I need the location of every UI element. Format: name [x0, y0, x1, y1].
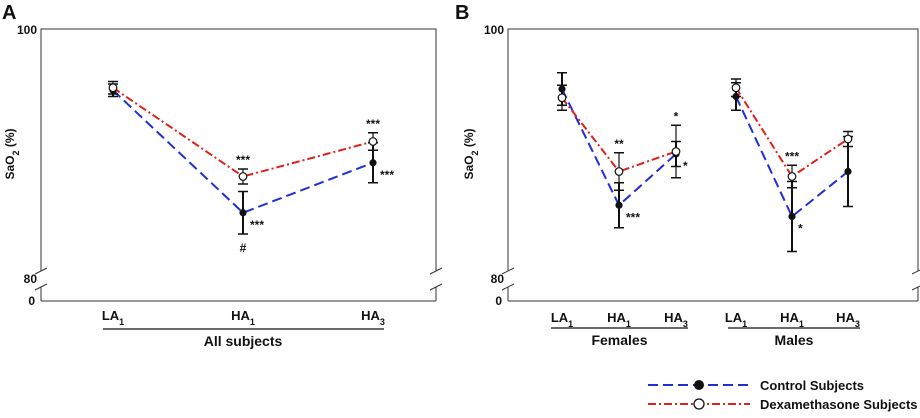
- y-axis-label-sub: 2: [11, 150, 21, 155]
- y-axis-label-tail: (%): [462, 128, 476, 150]
- x-tick-label: HA1: [231, 308, 255, 327]
- legend-dexamethasone-marker: [693, 398, 705, 410]
- x-tick-label-sub: 3: [380, 317, 385, 327]
- x-tick-label-base: HA: [607, 310, 626, 325]
- y-tick-label: 100: [17, 23, 37, 37]
- legend-control-marker: [694, 380, 704, 390]
- x-tick-label-base: HA: [231, 308, 250, 323]
- x-tick-label: HA3: [836, 310, 860, 329]
- significance-annotation: *: [674, 109, 679, 123]
- dexamethasone-series-line: [735, 87, 849, 178]
- x-tick-label: HA3: [361, 308, 385, 327]
- y-axis-label-base: SaO: [462, 156, 476, 180]
- y-tick-label: 0: [28, 294, 35, 308]
- control-series-line: [735, 96, 849, 219]
- group-label: Females: [591, 332, 647, 348]
- x-tick-label-sub: 1: [568, 319, 573, 329]
- axis-break-mark: [429, 267, 443, 275]
- significance-annotation: ***: [250, 218, 264, 232]
- dexamethasone-point: [368, 137, 378, 146]
- significance-annotation: ***: [785, 149, 799, 163]
- dexamethasone-point: [614, 167, 624, 176]
- x-tick-label: HA3: [664, 310, 688, 329]
- y-axis-label-group: SaO2 (%): [3, 128, 21, 179]
- significance-annotation: *: [798, 222, 803, 236]
- x-tick-label-base: LA: [551, 310, 569, 325]
- dexamethasone-point: [671, 147, 681, 156]
- group-label: Males: [775, 332, 814, 348]
- dexamethasone-series-line: [112, 86, 374, 178]
- axis-break-mark: [34, 283, 48, 291]
- x-tick-label: LA1: [102, 308, 124, 327]
- control-series-line: [112, 89, 374, 214]
- x-tick-label: LA1: [551, 310, 573, 329]
- y-axis-label-base: SaO: [3, 156, 17, 180]
- y-axis-label-tail: (%): [3, 128, 17, 150]
- y-tick-label: 80: [24, 272, 38, 286]
- x-tick-label-base: LA: [102, 308, 120, 323]
- y-tick-label: 80: [491, 272, 505, 286]
- axis-break-mark: [911, 269, 920, 275]
- dexamethasone-point: [843, 134, 853, 144]
- significance-annotation: ***: [380, 168, 394, 182]
- y-axis-label-group: SaO2 (%): [462, 128, 480, 179]
- significance-annotation: ***: [236, 153, 250, 167]
- axis-break-mark: [501, 283, 515, 291]
- control-point: [788, 212, 796, 221]
- x-tick-label-sub: 3: [683, 319, 688, 329]
- plot-frame: [507, 28, 919, 271]
- axis-break-mark: [34, 267, 48, 275]
- x-tick-label: HA1: [780, 310, 804, 329]
- legend: Control Subjects Dexamethasone Subjects: [648, 378, 918, 412]
- control-point: [615, 201, 623, 209]
- y-axis-label-sub: 2: [470, 150, 480, 155]
- x-tick-label-sub: 1: [119, 317, 124, 327]
- dexamethasone-point: [557, 93, 567, 103]
- dexamethasone-series-line: [561, 97, 677, 173]
- x-tick-label-base: LA: [725, 310, 743, 325]
- significance-annotation: #: [240, 241, 247, 255]
- axis-break-mark: [429, 283, 443, 291]
- legend-control-label: Control Subjects: [760, 378, 864, 393]
- group-label-all-subjects: All subjects: [204, 333, 283, 349]
- significance-annotation: *: [683, 159, 688, 173]
- dexamethasone-point: [108, 83, 118, 93]
- dexamethasone-point: [731, 83, 741, 93]
- control-point: [369, 159, 377, 167]
- control-point: [239, 209, 247, 217]
- significance-annotation: **: [614, 137, 624, 151]
- x-tick-label: HA1: [607, 310, 631, 329]
- x-tick-label-sub: 1: [250, 317, 255, 327]
- significance-annotation: ***: [626, 210, 640, 224]
- axis-break-mark: [911, 285, 920, 291]
- significance-annotation: ***: [366, 117, 380, 131]
- dexamethasone-point: [238, 172, 248, 181]
- y-axis-label: SaO2 (%): [462, 128, 480, 179]
- x-tick-label-sub: 1: [799, 319, 804, 329]
- x-tick-label-sub: 1: [742, 319, 747, 329]
- x-tick-label-base: HA: [664, 310, 683, 325]
- panel-b-letter: B: [455, 2, 469, 24]
- panel-a-letter: A: [2, 2, 16, 24]
- x-tick-label-sub: 1: [626, 319, 631, 329]
- x-tick-label-sub: 3: [855, 319, 860, 329]
- y-tick-label: 0: [495, 294, 502, 308]
- x-tick-label: LA1: [725, 310, 747, 329]
- x-tick-label-base: HA: [780, 310, 799, 325]
- y-axis-label: SaO2 (%): [3, 128, 21, 179]
- dexamethasone-point: [787, 172, 797, 181]
- legend-dexamethasone-label: Dexamethasone Subjects: [760, 397, 918, 412]
- control-point: [844, 167, 852, 176]
- y-tick-label: 100: [484, 23, 504, 37]
- plot-frame: [40, 28, 437, 271]
- x-tick-label-base: HA: [836, 310, 855, 325]
- axis-break-mark: [501, 267, 515, 275]
- x-tick-label-base: HA: [361, 308, 380, 323]
